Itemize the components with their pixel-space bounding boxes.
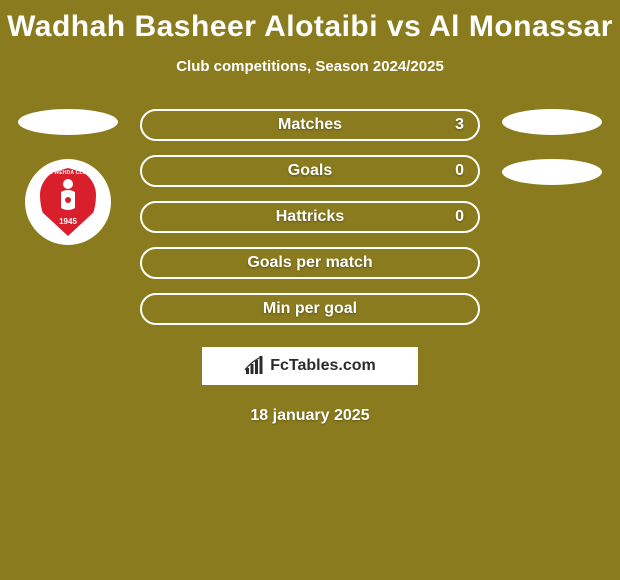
brand-text: FcTables.com [270, 357, 376, 375]
infographic-date: 18 january 2025 [0, 407, 620, 425]
infographic-container: Wadhah Basheer Alotaibi vs Al Monassar C… [0, 0, 620, 580]
stat-row-goals-per-match: Goals per match [140, 247, 480, 279]
bar-chart-icon [244, 356, 264, 376]
left-oval-1 [18, 109, 118, 135]
left-club-badge: AL WEHDA CLUB 1945 [25, 159, 111, 245]
stat-value: 3 [455, 116, 464, 134]
stat-row-hattricks: Hattricks 0 [140, 201, 480, 233]
stats-area: AL WEHDA CLUB 1945 Matches 3 [0, 109, 620, 325]
left-column: AL WEHDA CLUB 1945 [8, 109, 128, 245]
branding-box: FcTables.com [202, 347, 418, 385]
stat-value: 0 [455, 208, 464, 226]
right-oval-2 [502, 159, 602, 185]
shield-year: 1945 [40, 217, 96, 226]
shield-top-text: AL WEHDA CLUB [40, 170, 96, 176]
shield-icon: AL WEHDA CLUB 1945 [40, 168, 96, 236]
stat-label: Goals [288, 162, 332, 180]
right-oval-1 [502, 109, 602, 135]
stat-value: 0 [455, 162, 464, 180]
stat-label: Min per goal [263, 300, 357, 318]
right-column [492, 109, 612, 185]
comparison-title: Wadhah Basheer Alotaibi vs Al Monassar [0, 0, 620, 44]
stat-row-matches: Matches 3 [140, 109, 480, 141]
stat-label: Matches [278, 116, 342, 134]
stat-row-min-per-goal: Min per goal [140, 293, 480, 325]
stat-label: Hattricks [276, 208, 344, 226]
stat-row-goals: Goals 0 [140, 155, 480, 187]
player-silhouette-icon [57, 178, 79, 212]
comparison-subtitle: Club competitions, Season 2024/2025 [0, 58, 620, 75]
stat-label: Goals per match [247, 254, 372, 272]
